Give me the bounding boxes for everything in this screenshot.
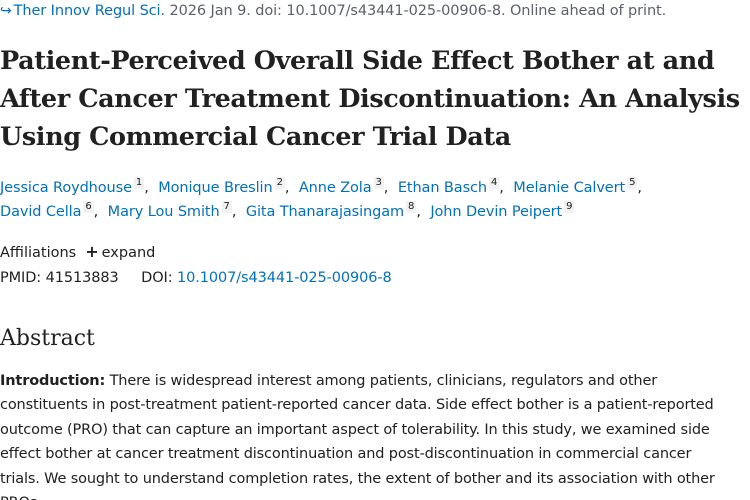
article-ids: PMID: 41513883 DOI: 10.1007/s43441-025-0… <box>0 270 392 286</box>
author-list: Jessica Roydhouse 1, Monique Breslin 2, An… <box>0 176 750 224</box>
author-link[interactable]: John Devin Peipert <box>430 204 563 220</box>
citation-line: ↪ Ther Innov Regul Sci. 2026 Jan 9. doi: … <box>0 3 666 19</box>
affiliation-ref[interactable]: 6 <box>83 201 94 213</box>
affiliation-ref[interactable]: 7 <box>221 201 232 213</box>
author-link[interactable]: Gita Thanarajasingam <box>245 204 405 220</box>
expand-label[interactable]: expand <box>101 245 156 261</box>
title-line: After Cancer Treatment Discontinuation: … <box>0 84 740 114</box>
author-link[interactable]: Ethan Basch <box>397 180 487 196</box>
pmid-label: PMID: <box>0 270 42 286</box>
affiliation-ref[interactable]: 5 <box>627 177 638 189</box>
abstract-text: There is widespread interest among patie… <box>105 373 658 389</box>
author-link[interactable]: Monique Breslin <box>158 180 273 196</box>
author-link[interactable]: Mary Lou Smith <box>107 204 220 220</box>
affiliation-ref[interactable]: 2 <box>274 177 285 189</box>
author-item: David Cella 6, <box>0 201 99 220</box>
author-line: David Cella 6, Mary Lou Smith 7, Gita Than… <box>0 200 750 224</box>
journal-link[interactable]: Ther Innov Regul Sci. <box>13 3 165 19</box>
abstract-paragraph: Introduction: There is widespread intere… <box>0 369 748 500</box>
author-item: John Devin Peipert 9 <box>430 201 575 220</box>
author-item: Monique Breslin 2, <box>158 177 290 196</box>
affiliation-ref[interactable]: 3 <box>373 177 384 189</box>
abstract-line: trials. We sought to understand completi… <box>0 470 715 487</box>
author-line: Jessica Roydhouse 1, Monique Breslin 2, An… <box>0 176 750 200</box>
plus-icon[interactable]: + <box>85 242 99 261</box>
author-link[interactable]: Jessica Roydhouse <box>0 180 132 196</box>
author-item: Jessica Roydhouse 1, <box>0 177 149 196</box>
title-line: Using Commercial Cancer Trial Data <box>0 122 511 152</box>
abstract-line: constituents in post-treatment patient-r… <box>0 397 714 414</box>
author-item: Ethan Basch 4, <box>397 177 504 196</box>
author-link[interactable]: David Cella <box>0 204 82 220</box>
abstract-line: outcome (PRO) that can capture an import… <box>0 421 710 438</box>
pmid-value: 41513883 <box>45 270 119 286</box>
author-item: Melanie Calvert 5, <box>513 177 642 196</box>
abstract-line: PROs. <box>0 491 748 500</box>
affiliation-ref[interactable]: 1 <box>133 177 145 189</box>
doi-label: DOI: <box>141 270 173 286</box>
author-link[interactable]: Melanie Calvert <box>513 180 626 196</box>
affiliation-ref[interactable]: 9 <box>564 201 575 213</box>
abstract-line: Introduction: There is widespread intere… <box>0 369 748 393</box>
doi-link[interactable]: 10.1007/s43441-025-00906-8 <box>177 270 392 286</box>
title-line: Patient-Perceived Overall Side Effect Bo… <box>0 46 715 76</box>
author-item: Mary Lou Smith 7, <box>107 201 237 220</box>
abstract-heading: Abstract <box>0 326 95 351</box>
author-link[interactable]: Anne Zola <box>298 180 372 196</box>
arrow-icon: ↪ <box>0 3 12 19</box>
article-title: Patient-Perceived Overall Side Effect Bo… <box>0 42 750 156</box>
affiliation-ref[interactable]: 8 <box>406 201 417 213</box>
abstract-line: effect bother at cancer treatment discon… <box>0 446 692 463</box>
author-item: Gita Thanarajasingam 8, <box>245 201 421 220</box>
author-item: Anne Zola 3, <box>298 177 389 196</box>
affiliations-label: Affiliations <box>0 245 77 261</box>
affiliation-ref[interactable]: 4 <box>488 177 500 189</box>
citation-details: 2026 Jan 9. doi: 10.1007/s43441-025-0090… <box>165 3 667 19</box>
introduction-label: Introduction: <box>0 373 106 389</box>
affiliations-toggle[interactable]: Affiliations + expand <box>0 242 155 261</box>
